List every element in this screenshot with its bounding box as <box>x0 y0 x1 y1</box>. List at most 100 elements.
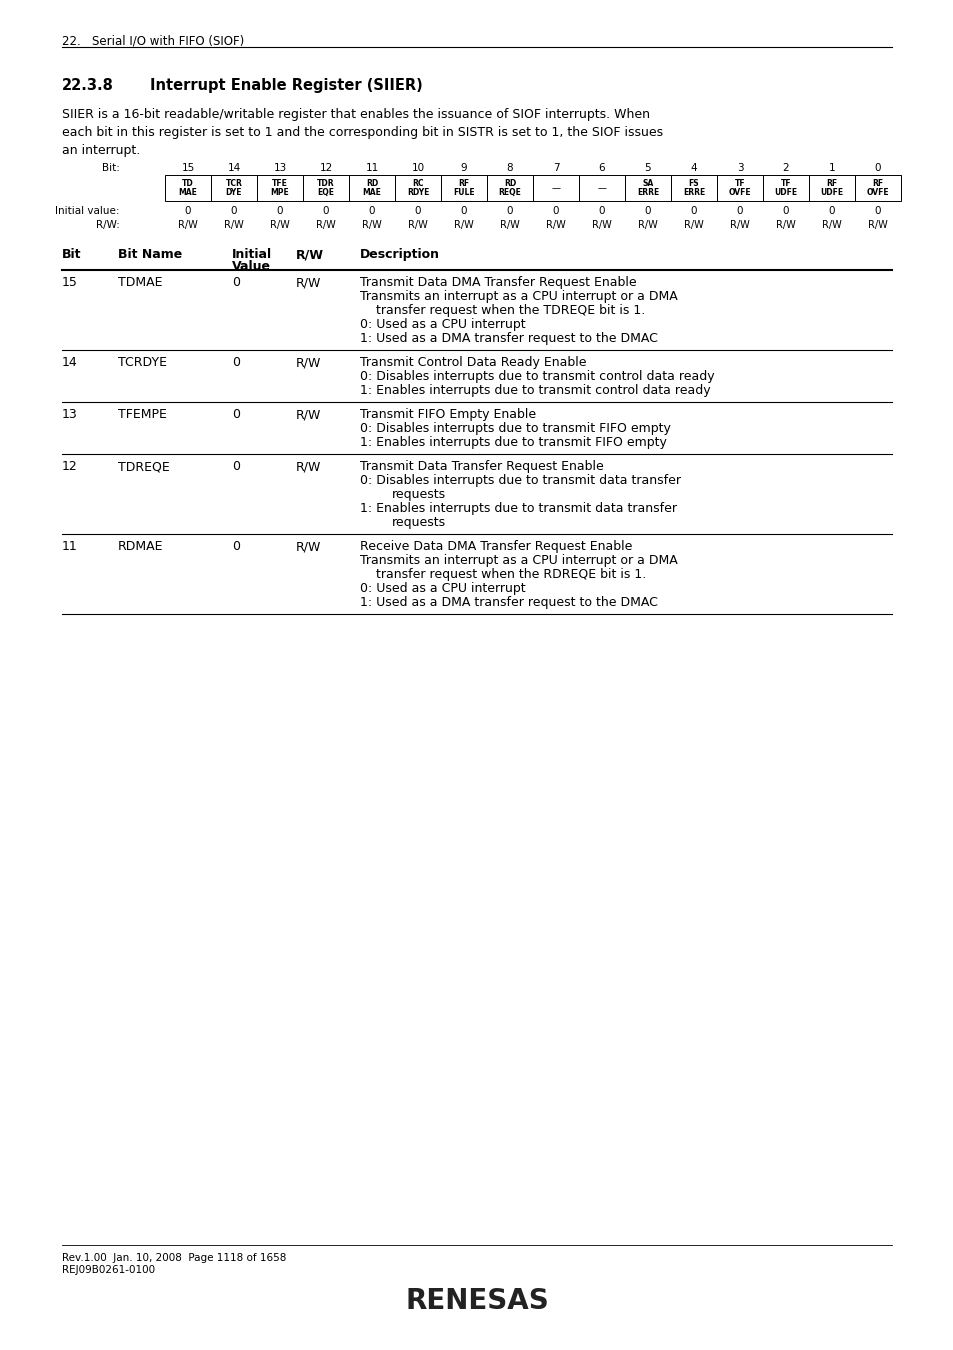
Bar <box>578 176 624 201</box>
Text: 4: 4 <box>690 163 697 173</box>
Text: 5: 5 <box>644 163 651 173</box>
Text: 0: 0 <box>232 408 240 421</box>
Text: RD: RD <box>366 180 377 188</box>
Text: MAE: MAE <box>362 188 381 197</box>
Text: TCR: TCR <box>225 180 242 188</box>
Text: R/W: R/W <box>499 220 519 230</box>
Bar <box>762 176 808 201</box>
Text: OVFE: OVFE <box>865 188 888 197</box>
Text: RDMAE: RDMAE <box>118 540 163 553</box>
Text: 0: 0 <box>552 207 558 216</box>
Text: SIIER is a 16-bit readable/writable register that enables the issuance of SIOF i: SIIER is a 16-bit readable/writable regi… <box>62 108 649 122</box>
Text: R/W: R/W <box>315 220 335 230</box>
Text: FS: FS <box>688 180 699 188</box>
Text: TDREQE: TDREQE <box>118 460 170 472</box>
Text: TDMAE: TDMAE <box>118 275 162 289</box>
Text: MAE: MAE <box>178 188 197 197</box>
Text: 0: 0 <box>185 207 191 216</box>
Text: an interrupt.: an interrupt. <box>62 144 140 157</box>
Text: 0: 0 <box>276 207 283 216</box>
Bar <box>670 176 717 201</box>
Text: 11: 11 <box>365 163 378 173</box>
Text: requests: requests <box>392 487 446 501</box>
Text: Transmits an interrupt as a CPU interrupt or a DMA: Transmits an interrupt as a CPU interrup… <box>359 290 677 302</box>
Text: R/W: R/W <box>295 408 321 421</box>
Text: RENESAS: RENESAS <box>405 1287 548 1315</box>
Text: R/W: R/W <box>295 460 321 472</box>
Text: 0: 0 <box>828 207 835 216</box>
Text: 2: 2 <box>781 163 788 173</box>
Bar <box>854 176 900 201</box>
Text: UDFE: UDFE <box>774 188 797 197</box>
Text: MPE: MPE <box>271 188 289 197</box>
Text: R/W:: R/W: <box>96 220 120 230</box>
Bar <box>533 176 578 201</box>
Text: 0: 0 <box>874 207 881 216</box>
Text: 0: 0 <box>369 207 375 216</box>
Text: 0: 0 <box>736 207 742 216</box>
Text: R/W: R/W <box>729 220 749 230</box>
Text: RD: RD <box>503 180 516 188</box>
Text: 1: Enables interrupts due to transmit control data ready: 1: Enables interrupts due to transmit co… <box>359 383 710 397</box>
Text: TF: TF <box>734 180 744 188</box>
Text: 22.   Serial I/O with FIFO (SIOF): 22. Serial I/O with FIFO (SIOF) <box>62 35 244 49</box>
Text: Rev.1.00  Jan. 10, 2008  Page 1118 of 1658: Rev.1.00 Jan. 10, 2008 Page 1118 of 1658 <box>62 1253 286 1264</box>
Text: R/W: R/W <box>295 275 321 289</box>
Text: R/W: R/W <box>638 220 658 230</box>
Bar <box>303 176 349 201</box>
Bar <box>717 176 762 201</box>
Text: Transmit Data Transfer Request Enable: Transmit Data Transfer Request Enable <box>359 460 603 472</box>
Text: 11: 11 <box>62 540 77 553</box>
Text: R/W: R/W <box>408 220 428 230</box>
Text: 1: Enables interrupts due to transmit FIFO empty: 1: Enables interrupts due to transmit FI… <box>359 436 666 450</box>
Text: 12: 12 <box>62 460 77 472</box>
Text: DYE: DYE <box>226 188 242 197</box>
Text: R/W: R/W <box>362 220 381 230</box>
Text: TFEMPE: TFEMPE <box>118 408 167 421</box>
Text: R/W: R/W <box>295 356 321 369</box>
Text: 0: Disables interrupts due to transmit data transfer: 0: Disables interrupts due to transmit d… <box>359 474 680 487</box>
Text: 1: Used as a DMA transfer request to the DMAC: 1: Used as a DMA transfer request to the… <box>359 595 658 609</box>
Text: 0: 0 <box>232 460 240 472</box>
Text: 0: 0 <box>231 207 237 216</box>
Text: R/W: R/W <box>821 220 841 230</box>
Text: RF: RF <box>458 180 469 188</box>
Text: 0: 0 <box>232 275 240 289</box>
Text: 13: 13 <box>62 408 77 421</box>
Text: 0: 0 <box>644 207 651 216</box>
Text: —: — <box>597 184 606 193</box>
Text: 0: 0 <box>232 540 240 553</box>
Text: TF: TF <box>780 180 790 188</box>
Text: Description: Description <box>359 248 439 261</box>
Text: 0: 0 <box>460 207 467 216</box>
Text: R/W: R/W <box>867 220 887 230</box>
Text: FULE: FULE <box>453 188 475 197</box>
Text: Transmit Data DMA Transfer Request Enable: Transmit Data DMA Transfer Request Enabl… <box>359 275 636 289</box>
Text: Interrupt Enable Register (SIIER): Interrupt Enable Register (SIIER) <box>150 78 422 93</box>
Text: 0: Disables interrupts due to transmit FIFO empty: 0: Disables interrupts due to transmit F… <box>359 423 670 435</box>
Text: R/W: R/W <box>295 540 321 553</box>
Text: 0: Disables interrupts due to transmit control data ready: 0: Disables interrupts due to transmit c… <box>359 370 714 383</box>
Text: TFE: TFE <box>272 180 288 188</box>
Text: 22.3.8: 22.3.8 <box>62 78 113 93</box>
Text: RF: RF <box>825 180 837 188</box>
Text: TDR: TDR <box>316 180 335 188</box>
Text: RF: RF <box>872 180 882 188</box>
Text: 1: Used as a DMA transfer request to the DMAC: 1: Used as a DMA transfer request to the… <box>359 332 658 346</box>
Text: R/W: R/W <box>224 220 244 230</box>
Text: R/W: R/W <box>295 248 324 261</box>
Text: 15: 15 <box>62 275 78 289</box>
Bar <box>211 176 256 201</box>
Bar <box>395 176 440 201</box>
Bar <box>808 176 854 201</box>
Text: Transmit FIFO Empty Enable: Transmit FIFO Empty Enable <box>359 408 536 421</box>
Text: 3: 3 <box>736 163 742 173</box>
Text: UDFE: UDFE <box>820 188 842 197</box>
Text: OVFE: OVFE <box>728 188 751 197</box>
Text: 1: Enables interrupts due to transmit data transfer: 1: Enables interrupts due to transmit da… <box>359 502 677 514</box>
Text: Bit:: Bit: <box>102 163 120 173</box>
Text: 0: 0 <box>690 207 697 216</box>
Bar <box>165 176 211 201</box>
Bar <box>624 176 670 201</box>
Text: EQE: EQE <box>317 188 335 197</box>
